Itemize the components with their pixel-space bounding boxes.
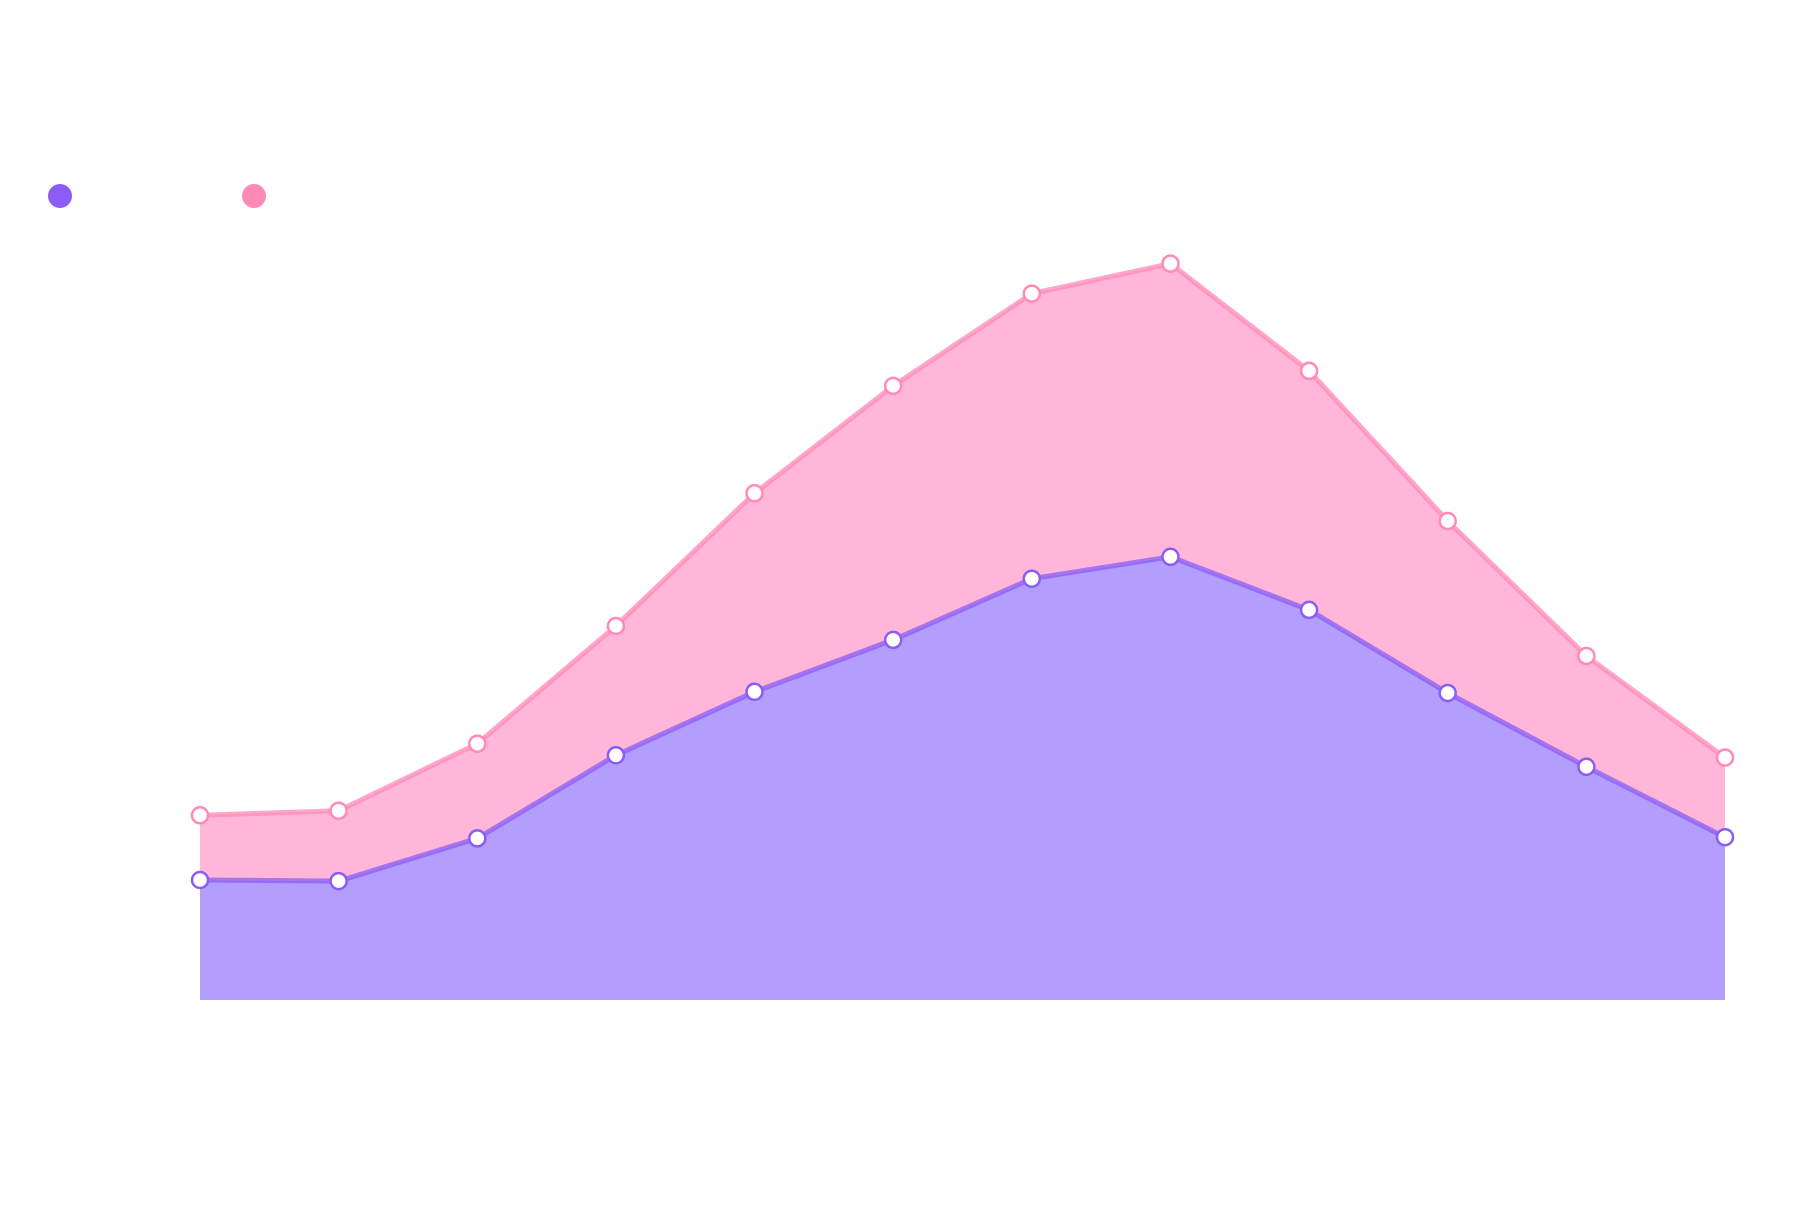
point-series-2-3[interactable] bbox=[468, 734, 487, 753]
point-series-1-3[interactable] bbox=[468, 829, 487, 848]
legend-swatch-series-2 bbox=[242, 184, 266, 208]
point-series-1-2[interactable] bbox=[329, 871, 348, 891]
point-series-2-6[interactable] bbox=[883, 376, 903, 396]
point-series-1-12[interactable] bbox=[1715, 827, 1735, 847]
area-series-2 bbox=[200, 263, 1725, 882]
point-series-2-10[interactable] bbox=[1438, 511, 1457, 531]
line-series-1 bbox=[199, 554, 1727, 884]
point-series-2-7[interactable] bbox=[1022, 284, 1042, 303]
point-series-2-1[interactable] bbox=[190, 806, 210, 825]
point-series-1-10[interactable] bbox=[1438, 683, 1457, 703]
point-series-1-5[interactable] bbox=[745, 682, 764, 702]
legend-item-series-2 bbox=[242, 184, 276, 208]
point-series-2-11[interactable] bbox=[1577, 646, 1596, 666]
point-series-1-9[interactable] bbox=[1299, 600, 1319, 620]
point-series-2-2[interactable] bbox=[329, 801, 348, 820]
line-series-2 bbox=[199, 261, 1727, 818]
point-series-2-8[interactable] bbox=[1161, 254, 1180, 273]
legend-item-series-1 bbox=[48, 184, 82, 208]
point-series-1-6[interactable] bbox=[883, 630, 903, 650]
point-series-1-1[interactable] bbox=[190, 870, 210, 890]
legend bbox=[48, 184, 276, 208]
point-series-2-5[interactable] bbox=[745, 484, 764, 503]
point-series-1-7[interactable] bbox=[1022, 569, 1042, 588]
area-series-1 bbox=[200, 556, 1725, 1000]
legend-swatch-series-1 bbox=[48, 184, 72, 208]
point-series-1-11[interactable] bbox=[1577, 757, 1596, 777]
point-series-2-12[interactable] bbox=[1715, 748, 1735, 767]
point-series-2-9[interactable] bbox=[1299, 361, 1319, 381]
point-series-2-4[interactable] bbox=[606, 616, 626, 636]
point-series-1-8[interactable] bbox=[1161, 547, 1180, 567]
point-series-1-4[interactable] bbox=[606, 746, 626, 765]
